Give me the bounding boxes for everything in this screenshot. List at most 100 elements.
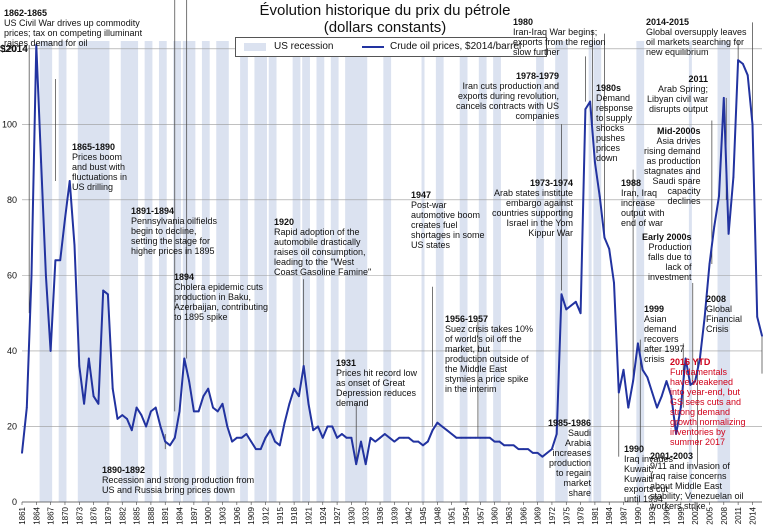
annotation-1920: 1920 Rapid adoption of the automobile dra… (274, 217, 372, 277)
price-point-1900 (207, 387, 210, 390)
annotation-2014: 2014-2015 Global oversupply leaves oil ma… (646, 17, 747, 57)
recession-band-20 (435, 41, 444, 502)
price-point-1891 (164, 440, 167, 443)
recession-band-16 (330, 41, 339, 502)
x-tick-label-1882: 1882 (118, 506, 127, 524)
recession-band-13 (292, 41, 301, 502)
price-point-1949 (441, 425, 444, 428)
price-point-1937 (383, 433, 386, 435)
price-point-1954 (465, 436, 467, 439)
x-tick-label-1918: 1918 (290, 506, 299, 524)
price-point-2006 (713, 225, 716, 228)
price-point-1987 (622, 368, 625, 371)
price-point-1876 (92, 395, 95, 398)
x-tick-label-2008: 2008 (720, 506, 729, 524)
price-point-2010 (732, 176, 735, 179)
price-point-1922 (312, 429, 315, 432)
x-tick-label-1900: 1900 (204, 506, 213, 524)
price-point-1928 (340, 433, 343, 435)
price-point-1879 (107, 293, 109, 296)
price-point-1956 (474, 436, 477, 439)
price-point-1897 (192, 410, 195, 413)
annotation-1862: 1862-1865 US Civil War drives up commodit… (4, 8, 143, 48)
y-tick-label-40: 40 (7, 346, 17, 356)
price-point-1988 (627, 406, 630, 409)
chart-title: Évolution historique du prix du pétrole … (235, 2, 535, 36)
price-point-1882 (121, 414, 124, 417)
x-tick-label-1930: 1930 (347, 506, 356, 524)
price-point-1993 (651, 391, 654, 394)
annotation-1999: 1999 Asian demand recovers after 1997 cri… (644, 304, 685, 364)
x-tick-label-1990: 1990 (634, 506, 643, 524)
recession-band-29 (688, 41, 692, 502)
annotation-leaders (28, 0, 763, 465)
price-point-2014 (751, 123, 754, 126)
recession-band-8 (201, 41, 210, 502)
price-point-1872 (73, 244, 76, 247)
price-point-1862 (25, 406, 28, 409)
x-tick-label-1894: 1894 (176, 506, 185, 524)
price-point-1959 (488, 436, 491, 439)
price-point-1919 (298, 395, 300, 398)
x-tick-label-1975: 1975 (562, 506, 571, 524)
price-point-1943 (412, 440, 415, 443)
price-point-1864 (35, 44, 38, 46)
price-point-1908 (245, 433, 248, 435)
price-point-1970 (541, 455, 544, 458)
price-point-1945 (422, 444, 424, 447)
x-tick-label-1924: 1924 (319, 506, 328, 524)
recession-band-3 (120, 41, 139, 502)
x-tick-label-1906: 1906 (233, 506, 242, 524)
x-tick-label-1888: 1888 (147, 506, 156, 524)
annotation-2008: 2008 Global Financial Crisis (706, 294, 743, 334)
price-point-1913 (269, 429, 272, 432)
price-point-1940 (398, 436, 401, 439)
price-point-1925 (326, 425, 329, 428)
annotation-1990: 1990 Iraq invades Kuwait; Kuwaiti exports… (624, 444, 674, 504)
price-point-1910 (255, 448, 257, 451)
x-tick-label-2002: 2002 (691, 506, 700, 524)
price-point-1985 (613, 282, 615, 284)
price-point-1904 (226, 425, 229, 428)
legend: US recession Crude oil prices, $2014/bar… (235, 37, 547, 57)
price-point-1878 (102, 289, 105, 292)
price-point-1905 (231, 440, 233, 443)
x-tick-label-1984: 1984 (605, 506, 614, 524)
price-point-1877 (97, 402, 100, 405)
x-tick-label-1939: 1939 (390, 506, 399, 524)
x-tick-label-1876: 1876 (90, 506, 99, 524)
recession-band-1 (58, 41, 67, 502)
price-point-1933 (364, 463, 367, 466)
x-tick-label-2011: 2011 (734, 506, 743, 524)
price-point-1981 (594, 161, 596, 163)
y-tick-label-120: 120 (2, 44, 17, 54)
price-point-1999 (679, 406, 682, 409)
x-tick-label-1993: 1993 (648, 506, 657, 524)
price-point-1991 (641, 368, 644, 371)
annotation-1985: 1985-1986 Saudi Arabia increases producti… (548, 418, 592, 498)
price-point-1911 (259, 448, 262, 451)
price-point-1938 (388, 436, 391, 439)
price-point-2003 (699, 357, 701, 360)
price-point-1895 (183, 357, 186, 360)
x-tick-label-1999: 1999 (677, 506, 686, 524)
x-tick-label-1912: 1912 (261, 506, 270, 524)
x-tick-label-1996: 1996 (663, 506, 672, 524)
annotation-1931: 1931 Prices hit record low as onset of Gr… (336, 358, 418, 408)
price-point-1885 (135, 406, 138, 409)
price-point-1965 (517, 448, 520, 451)
recession-band-7 (182, 41, 196, 502)
annotation-2016-ytd: 2016 YTD Fundamentals have weakened into … (670, 357, 746, 447)
price-point-1989 (632, 380, 634, 383)
recession-band-9 (216, 41, 229, 502)
recession-band-27 (593, 41, 602, 502)
x-tick-label-1861: 1861 (18, 506, 27, 524)
x-tick-label-1891: 1891 (161, 506, 170, 524)
price-point-1873 (78, 365, 81, 367)
price-point-1946 (426, 440, 429, 443)
x-tick-label-1864: 1864 (32, 506, 41, 524)
x-tick-label-1885: 1885 (133, 506, 142, 524)
price-point-1918 (293, 387, 296, 390)
price-point-1920 (302, 365, 305, 367)
